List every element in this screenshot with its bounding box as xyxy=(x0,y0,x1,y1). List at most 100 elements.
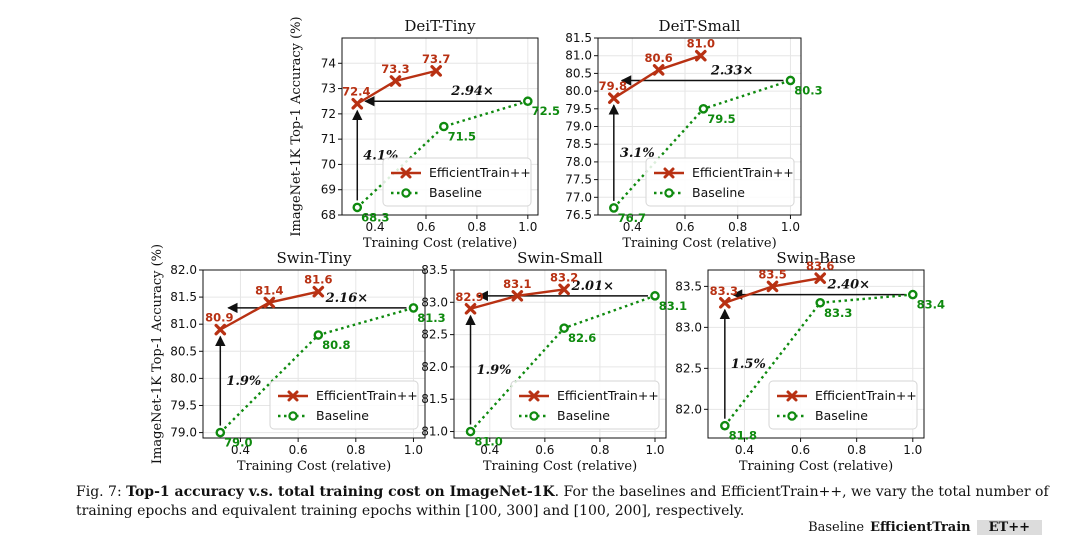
data-label-efficienttrain: 79.8 xyxy=(599,79,627,93)
data-point-baseline xyxy=(352,202,363,213)
data-label-baseline: 80.8 xyxy=(322,338,350,352)
y-tick-label: 83.5 xyxy=(421,263,448,277)
footer-efficienttrain: EfficientTrain xyxy=(870,520,971,535)
x-tick-label: 0.8 xyxy=(467,220,486,234)
y-tick-label: 83.0 xyxy=(421,295,448,309)
data-point-baseline xyxy=(215,427,226,438)
chart-title: Swin-Base xyxy=(776,249,855,267)
x-tick-label: 1.0 xyxy=(903,443,922,457)
data-point-baseline xyxy=(650,291,660,301)
y-tick-label: 72 xyxy=(321,107,336,121)
data-point-baseline xyxy=(907,289,918,300)
data-label-baseline: 81.8 xyxy=(729,429,757,443)
x-tick-label: 0.8 xyxy=(728,220,747,234)
legend-label-efficienttrain: EfficientTrain++ xyxy=(815,388,917,403)
y-tick-label: 82.0 xyxy=(421,360,448,374)
y-tick-label: 81.5 xyxy=(565,31,592,45)
y-axis-label: ImageNet-1K Top-1 Accuracy (%) xyxy=(150,244,165,464)
x-tick-label: 1.0 xyxy=(404,443,423,457)
y-tick-label: 79.5 xyxy=(565,102,592,116)
y-tick-label: 81.0 xyxy=(565,49,592,63)
series-line-efficienttrain xyxy=(470,288,565,310)
x-tick-label: 0.6 xyxy=(416,220,435,234)
legend-label-efficienttrain: EfficientTrain++ xyxy=(692,165,794,180)
y-tick-label: 80.0 xyxy=(170,371,197,385)
y-tick-label: 79.0 xyxy=(170,426,197,440)
data-label-baseline: 72.5 xyxy=(532,104,560,118)
data-label-efficienttrain: 81.6 xyxy=(304,273,332,287)
y-tick-label: 79.0 xyxy=(565,120,592,134)
x-tick-label: 0.4 xyxy=(735,443,754,457)
x-tick-label: 1.0 xyxy=(781,220,800,234)
y-tick-label: 70 xyxy=(321,157,336,171)
data-label-baseline: 79.0 xyxy=(224,436,252,450)
y-tick-label: 83.5 xyxy=(675,279,702,293)
legend-marker-baseline xyxy=(529,411,539,421)
chart-panel-3: 0.4 0.6 0.8 1.0 79.0 79.5 80.0 80.5 81.0 81.5 82.0… xyxy=(150,244,446,474)
plot-frame xyxy=(341,37,539,216)
x-tick-label: 0.8 xyxy=(346,443,365,457)
x-tick-label: 0.6 xyxy=(675,220,694,234)
data-label-efficienttrain: 82.9 xyxy=(455,290,483,304)
legend-box xyxy=(768,380,918,430)
y-tick-label: 78.0 xyxy=(565,155,592,169)
legend-marker-efficienttrain xyxy=(528,390,540,402)
y-tick-label: 73 xyxy=(321,82,336,96)
x-tick-label: 0.8 xyxy=(590,443,609,457)
data-point-baseline xyxy=(559,323,569,333)
gain-annotation: 1.5% xyxy=(731,357,766,372)
data-point-efficienttrain xyxy=(263,296,276,309)
data-label-efficienttrain: 73.3 xyxy=(381,62,409,76)
data-point-efficienttrain xyxy=(312,285,325,298)
x-tick-label: 1.0 xyxy=(518,220,537,234)
x-tick-label: 0.4 xyxy=(231,443,250,457)
legend-label-baseline: Baseline xyxy=(557,408,610,423)
data-point-efficienttrain xyxy=(214,323,227,336)
data-label-efficienttrain: 72.4 xyxy=(342,85,370,99)
data-point-efficienttrain xyxy=(351,97,364,110)
data-point-baseline xyxy=(698,104,709,114)
y-tick-label: 80.5 xyxy=(170,344,197,358)
data-point-efficienttrain xyxy=(389,75,402,87)
data-label-baseline: 79.5 xyxy=(707,112,735,126)
data-label-baseline: 82.6 xyxy=(568,331,596,345)
y-tick-label: 82.5 xyxy=(421,328,448,342)
legend-marker-efficienttrain xyxy=(287,390,299,402)
y-tick-label: 68 xyxy=(321,208,336,222)
legend-label-baseline: Baseline xyxy=(815,408,868,423)
y-axis-label: ImageNet-1K Top-1 Accuracy (%) xyxy=(289,16,304,236)
legend-marker-baseline xyxy=(664,188,674,198)
chart-panel-1: 0.4 0.6 0.8 1.0 68 69 70 71 72 73 74 DeiT-Tiny Train… xyxy=(289,16,560,251)
y-tick-label: 74 xyxy=(321,56,336,70)
y-tick-label: 81.5 xyxy=(421,392,448,406)
speedup-annotation: 2.16× xyxy=(325,291,369,306)
data-point-baseline xyxy=(465,426,476,437)
speedup-annotation: 2.94× xyxy=(450,84,494,99)
gain-annotation: 1.9% xyxy=(477,363,512,378)
data-label-efficienttrain: 73.7 xyxy=(422,52,450,66)
legend-label-efficienttrain: EfficientTrain++ xyxy=(429,165,531,180)
data-point-efficienttrain xyxy=(608,92,620,104)
legend-label-baseline: Baseline xyxy=(316,408,369,423)
data-label-baseline: 80.3 xyxy=(794,83,822,97)
y-tick-label: 71 xyxy=(321,132,336,146)
caption-bold: Top-1 accuracy v.s. total training cost … xyxy=(126,484,555,500)
gain-annotation: 1.9% xyxy=(226,374,261,389)
figure-canvas: 0.4 0.6 0.8 1.0 68 69 70 71 72 73 74 DeiT-Tiny Train… xyxy=(150,16,945,474)
speedup-annotation: 2.40× xyxy=(827,278,871,293)
data-point-baseline xyxy=(439,121,449,132)
data-label-efficienttrain: 80.9 xyxy=(205,311,233,325)
data-label-baseline: 76.7 xyxy=(618,211,646,225)
data-label-baseline: 81.3 xyxy=(417,311,445,325)
data-label-baseline: 83.1 xyxy=(659,299,687,313)
y-tick-label: 83.0 xyxy=(675,320,702,334)
legend-marker-efficienttrain xyxy=(663,167,675,179)
data-point-baseline xyxy=(408,303,419,313)
y-tick-label: 82.0 xyxy=(170,263,197,277)
caption-rest: . For the baselines and EfficientTrain++… xyxy=(76,484,1049,519)
legend-marker-baseline xyxy=(288,411,298,421)
y-tick-label: 78.5 xyxy=(565,137,592,151)
chart-panel-5: 0.4 0.6 0.8 1.082.082.583.083.5Swin-BaseTra… xyxy=(675,249,945,474)
chart-title: Swin-Tiny xyxy=(276,249,352,267)
data-point-efficienttrain xyxy=(464,302,477,315)
